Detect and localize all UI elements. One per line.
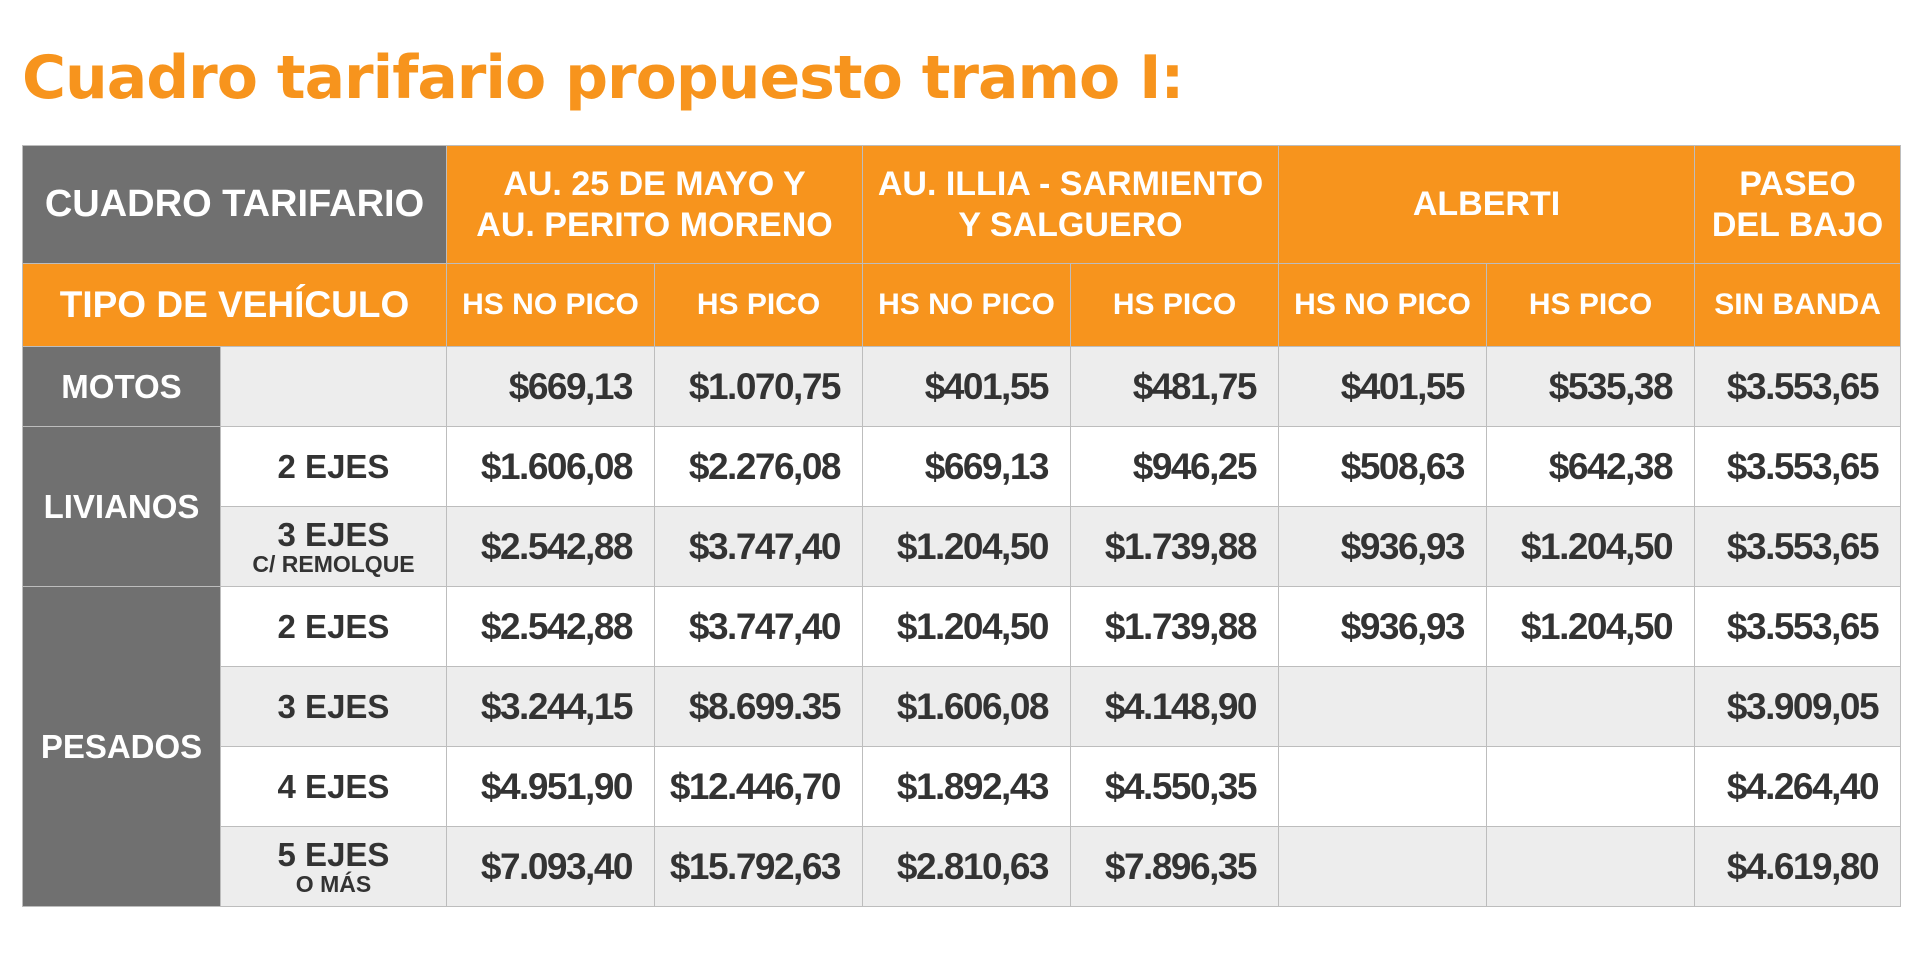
price-cell: $2.276,08 xyxy=(654,426,863,507)
vehicle-type-header: TIPO DE VEHÍCULO xyxy=(22,263,447,347)
price-cell: $4.550,35 xyxy=(1069,746,1280,827)
price-cell: $4.951,90 xyxy=(446,746,655,827)
group-header: AU. 25 DE MAYO Y AU. PERITO MORENO xyxy=(446,145,863,264)
price-cell: $1.606,08 xyxy=(446,426,655,507)
price-cell: $401,55 xyxy=(862,346,1071,427)
group-header-line: Y SALGUERO xyxy=(958,205,1183,244)
tariff-table: CUADRO TARIFARIO AU. 25 DE MAYO Y AU. PE… xyxy=(22,145,1902,907)
category-cell: MOTOS xyxy=(22,346,221,427)
subtype-label: 3 EJES xyxy=(277,687,390,725)
table-row: 3 EJES C/ REMOLQUE $2.542,88 $3.747,40 $… xyxy=(23,506,1902,587)
subtype-note: C/ REMOLQUE xyxy=(252,550,415,577)
price-cell: $3.747,40 xyxy=(654,586,863,667)
price-cell xyxy=(1278,666,1488,747)
price-cell: $3.909,05 xyxy=(1694,666,1902,747)
price-cell: $3.553,65 xyxy=(1694,346,1902,427)
table-row: 3 EJES $3.244,15 $8.699.35 $1.606,08 $4.… xyxy=(23,666,1902,747)
band-header: HS PICO xyxy=(654,263,863,347)
band-header: HS PICO xyxy=(1069,263,1280,347)
subtype-label: 3 EJES xyxy=(277,515,390,553)
price-cell: $1.204,50 xyxy=(862,506,1071,587)
price-cell: $12.446,70 xyxy=(654,746,863,827)
group-header: PASEO DEL BAJO xyxy=(1694,145,1902,264)
header-row-groups: CUADRO TARIFARIO AU. 25 DE MAYO Y AU. PE… xyxy=(22,145,1902,264)
table-row: MOTOS $669,13 $1.070,75 $401,55 $481,75 … xyxy=(22,346,1902,427)
price-cell: $1.070,75 xyxy=(654,346,863,427)
price-cell: $1.204,50 xyxy=(1486,586,1696,667)
subtype-label: 2 EJES xyxy=(277,607,390,645)
price-cell: $642,38 xyxy=(1486,426,1696,507)
price-cell: $1.739,88 xyxy=(1069,586,1280,667)
subtype-label: 2 EJES xyxy=(277,447,390,485)
price-cell xyxy=(1486,826,1696,907)
group-header-line: AU. 25 DE MAYO Y xyxy=(503,164,806,203)
table-row: 5 EJES O MÁS $7.093,40 $15.792,63 $2.810… xyxy=(23,826,1902,907)
table-row: 4 EJES $4.951,90 $12.446,70 $1.892,43 $4… xyxy=(23,746,1902,827)
price-cell: $1.739,88 xyxy=(1069,506,1280,587)
group-header-line: AU. ILLIA - SARMIENTO xyxy=(877,164,1264,203)
subtype-cell: 5 EJES O MÁS xyxy=(220,826,447,907)
price-cell xyxy=(1486,746,1696,827)
price-cell: $3.747,40 xyxy=(654,506,863,587)
page-title: Cuadro tarifario propuesto tramo I: xyxy=(22,43,1184,113)
subtype-cell: 4 EJES xyxy=(220,746,447,827)
price-cell xyxy=(1486,666,1696,747)
price-cell: $7.093,40 xyxy=(446,826,655,907)
group-header: ALBERTI xyxy=(1278,145,1696,264)
table-row: PESADOS 2 EJES $2.542,88 $3.747,40 $1.20… xyxy=(22,586,1902,907)
category-cell: LIVIANOS xyxy=(22,426,221,587)
price-cell: $2.542,88 xyxy=(446,506,655,587)
price-cell: $15.792,63 xyxy=(654,826,863,907)
price-cell: $3.553,65 xyxy=(1694,426,1902,507)
price-cell: $669,13 xyxy=(446,346,655,427)
price-cell: $2.810,63 xyxy=(862,826,1071,907)
price-cell: $4.264,40 xyxy=(1694,746,1902,827)
subtype-cell: 2 EJES xyxy=(220,586,447,667)
subtype-cell: 3 EJES C/ REMOLQUE xyxy=(220,506,447,587)
group-header-line: AU. PERITO MORENO xyxy=(476,205,833,244)
band-header: HS NO PICO xyxy=(862,263,1071,347)
subtype-cell xyxy=(220,346,447,427)
group-header: AU. ILLIA - SARMIENTO Y SALGUERO xyxy=(861,145,1280,264)
table-row: LIVIANOS 2 EJES $1.606,08 $2.276,08 $669… xyxy=(22,426,1902,587)
group-header-line: ALBERTI xyxy=(1412,185,1561,223)
price-cell: $936,93 xyxy=(1278,586,1488,667)
price-cell: $1.204,50 xyxy=(1486,506,1696,587)
band-header: HS NO PICO xyxy=(1278,263,1488,347)
band-header: SIN BANDA xyxy=(1694,263,1902,347)
corner-header: CUADRO TARIFARIO xyxy=(22,145,447,264)
price-cell: $481,75 xyxy=(1069,346,1280,427)
price-cell: $936,93 xyxy=(1278,506,1488,587)
price-cell: $1.204,50 xyxy=(862,586,1071,667)
band-header: HS NO PICO xyxy=(446,263,655,347)
subtype-cell: 2 EJES xyxy=(220,426,447,507)
subtype-label: 5 EJES xyxy=(277,835,390,873)
subtype-note: O MÁS xyxy=(295,870,372,897)
subtype-cell: 3 EJES xyxy=(220,666,447,747)
price-cell: $7.896,35 xyxy=(1069,826,1280,907)
group-header-line: PASEO xyxy=(1739,164,1856,203)
price-cell: $3.553,65 xyxy=(1694,586,1902,667)
band-header: HS PICO xyxy=(1486,263,1696,347)
header-row-bands: TIPO DE VEHÍCULO HS NO PICO HS PICO HS N… xyxy=(22,263,1902,347)
price-cell: $3.244,15 xyxy=(446,666,655,747)
price-cell: $3.553,65 xyxy=(1694,506,1902,587)
price-cell: $1.606,08 xyxy=(862,666,1071,747)
price-cell: $508,63 xyxy=(1278,426,1488,507)
price-cell: $8.699.35 xyxy=(654,666,863,747)
price-cell: $1.892,43 xyxy=(862,746,1071,827)
price-cell: $401,55 xyxy=(1278,346,1488,427)
price-cell xyxy=(1278,746,1488,827)
price-cell: $669,13 xyxy=(862,426,1071,507)
price-cell xyxy=(1278,826,1488,907)
price-cell: $946,25 xyxy=(1069,426,1280,507)
price-cell: $4.148,90 xyxy=(1069,666,1280,747)
price-cell: $4.619,80 xyxy=(1694,826,1902,907)
group-header-line: DEL BAJO xyxy=(1711,205,1884,244)
price-cell: $2.542,88 xyxy=(446,586,655,667)
price-cell: $535,38 xyxy=(1486,346,1696,427)
subtype-label: 4 EJES xyxy=(277,767,390,805)
category-cell: PESADOS xyxy=(22,586,221,907)
